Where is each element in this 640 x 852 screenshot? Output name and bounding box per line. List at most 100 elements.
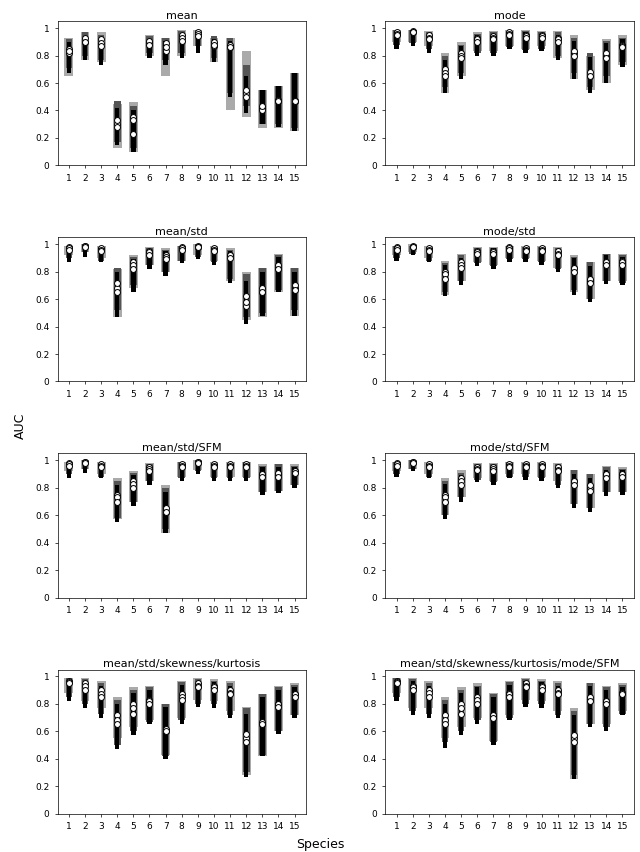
Bar [67,681,71,701]
Bar [275,464,282,491]
Point [472,463,483,477]
Bar [604,43,609,83]
Bar [394,462,400,474]
Point [145,693,155,706]
Bar [619,685,626,713]
Point [289,688,300,701]
Point [273,697,284,711]
Point [241,295,252,308]
Bar [426,247,432,261]
Bar [83,245,87,256]
Bar [244,713,248,777]
Bar [275,86,282,124]
Bar [540,464,544,481]
Bar [177,462,186,477]
Point [273,697,284,711]
Bar [570,35,579,79]
Point [472,245,483,259]
Point [145,464,155,478]
Point [536,683,547,697]
Point [193,26,203,40]
Bar [114,268,120,310]
Bar [556,35,560,60]
Bar [274,86,283,129]
Bar [65,462,74,471]
Bar [522,679,529,704]
Bar [571,37,577,73]
Point [408,239,418,252]
Point [257,717,268,731]
Point [161,724,171,738]
Point [504,690,515,704]
Bar [505,462,514,474]
Bar [276,467,281,493]
Point [456,474,466,487]
Point [440,62,450,76]
Point [80,683,90,697]
Bar [195,460,201,471]
Bar [457,688,465,728]
Point [64,242,74,256]
Bar [424,462,433,474]
Bar [554,463,563,481]
Bar [572,41,576,79]
Bar [505,245,514,258]
Point [601,256,611,269]
Bar [163,37,169,60]
Bar [571,711,577,775]
Point [177,460,187,474]
Point [128,477,138,491]
Point [617,686,627,699]
Point [273,467,284,481]
Point [96,243,106,256]
Point [553,32,563,46]
Bar [65,39,72,68]
Point [569,731,579,745]
Point [520,242,531,256]
Point [177,693,187,706]
Bar [408,245,417,252]
Bar [161,249,170,272]
Point [569,478,579,492]
Bar [146,37,153,53]
Bar [443,484,447,520]
Point [408,24,418,37]
Bar [392,245,401,256]
Point [456,706,466,720]
Point [488,32,499,46]
Bar [490,32,497,53]
Bar [426,463,432,477]
Bar [522,463,529,477]
Bar [227,37,234,93]
Bar [440,261,449,295]
Bar [260,467,264,495]
Point [553,245,563,258]
Point [128,262,138,276]
Bar [588,57,592,93]
Bar [276,86,281,127]
Point [520,243,531,256]
Bar [228,41,232,97]
Point [472,31,483,44]
Bar [459,258,463,285]
Point [161,250,171,263]
Point [225,251,236,265]
Point [112,491,122,504]
Point [472,690,483,704]
Point [161,41,171,55]
Text: AUC: AUC [14,413,27,439]
Bar [81,32,90,60]
Point [553,31,563,44]
Bar [274,464,283,491]
Bar [258,268,267,317]
Bar [98,35,104,60]
Bar [211,37,218,58]
Point [617,686,627,699]
Point [145,34,155,48]
Point [241,290,252,303]
Bar [570,256,579,292]
Bar [508,464,511,478]
Point [585,481,595,495]
Point [601,467,611,481]
Bar [505,681,514,715]
